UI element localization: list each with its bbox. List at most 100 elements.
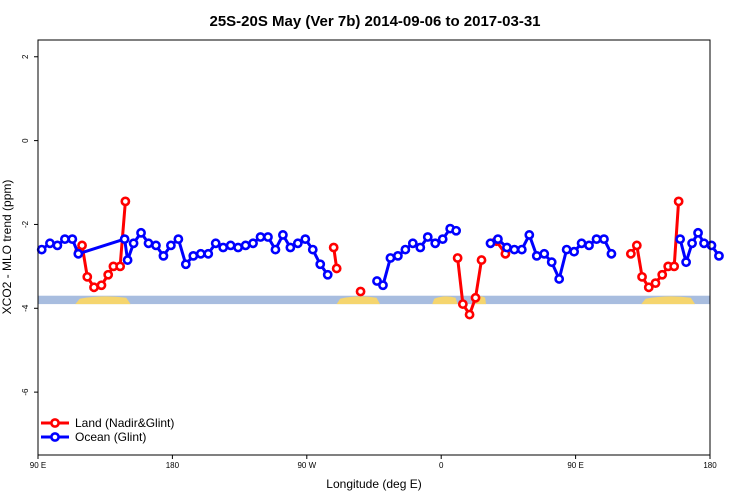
ocean-point-0-3 xyxy=(59,234,70,245)
ocean-point-0-24 xyxy=(248,238,258,249)
land-point-0-8 xyxy=(120,196,131,207)
land-point-3-1 xyxy=(457,299,468,309)
ocean-point-0-28 xyxy=(278,230,288,240)
land-point-5-4 xyxy=(650,278,661,289)
land-band-2 xyxy=(432,296,458,305)
land-point-5-8 xyxy=(673,196,684,207)
ocean-point-1-1 xyxy=(378,280,388,291)
land-point-5-7 xyxy=(669,261,680,272)
y-tick-label-2: -2 xyxy=(21,220,30,228)
ocean-point-0-13 xyxy=(166,240,176,251)
land-point-0-2 xyxy=(82,271,93,282)
x-axis-label: Longitude (deg E) xyxy=(326,477,421,491)
ocean-point-1-8 xyxy=(430,238,441,249)
ocean-point-2-6 xyxy=(531,250,542,261)
ocean-point-2-15 xyxy=(599,234,609,245)
ocean-point-0-29 xyxy=(285,242,296,253)
legend-marker-0 xyxy=(50,418,60,428)
legend: Land (Nadir&Glint)Ocean (Glint) xyxy=(41,416,174,444)
ocean-point-0-30 xyxy=(292,238,303,249)
ocean-point-3-4 xyxy=(699,238,709,249)
land-point-5-2 xyxy=(637,271,647,282)
ocean-point-0-9 xyxy=(136,227,146,238)
ocean-point-2-13 xyxy=(584,240,594,251)
ocean-point-3-0 xyxy=(675,234,686,245)
land-point-3-0 xyxy=(452,253,463,263)
land-point-5-3 xyxy=(643,282,654,293)
ocean-point-2-7 xyxy=(539,248,550,259)
plot-area xyxy=(36,196,724,320)
ocean-point-2-5 xyxy=(524,230,535,240)
ocean-point-1-11 xyxy=(451,225,462,236)
ocean-point-1-6 xyxy=(415,242,426,253)
ocean-point-2-10 xyxy=(561,244,572,255)
x-tick-label-2: 90 W xyxy=(297,461,316,470)
ocean-point-0-20 xyxy=(218,242,229,253)
ocean-point-1-4 xyxy=(400,244,411,255)
ocean-point-2-2 xyxy=(502,242,512,253)
ocean-point-1-2 xyxy=(385,253,396,263)
y-axis: 2 0 -2 -4 -6 xyxy=(21,54,38,396)
ocean-point-0-16 xyxy=(188,250,199,261)
ocean-point-0-31 xyxy=(300,234,311,245)
land-point-0-7 xyxy=(115,261,126,272)
ocean-point-0-22 xyxy=(233,242,244,253)
land-point-5-0 xyxy=(625,248,636,259)
x-tick-label-5: 180 xyxy=(703,461,717,470)
ocean-point-0-32 xyxy=(307,244,318,255)
ocean-point-1-5 xyxy=(407,238,418,249)
y-tick-label-3: -4 xyxy=(21,304,30,312)
land-point-3-4 xyxy=(476,255,487,265)
land-point-0-4 xyxy=(96,280,107,291)
ocean-point-2-16 xyxy=(606,248,617,259)
ocean-point-3-6 xyxy=(714,250,724,261)
series-layer xyxy=(36,196,724,320)
land-point-1-1 xyxy=(331,263,342,274)
x-tick-label-0: 90 E xyxy=(30,461,46,470)
x-tick-label-1: 180 xyxy=(166,461,180,470)
ocean-point-1-9 xyxy=(437,234,448,245)
ocean-point-1-3 xyxy=(392,250,403,261)
ocean-point-0-2 xyxy=(52,240,63,251)
land-point-1-0 xyxy=(328,242,339,253)
ocean-point-0-0 xyxy=(36,244,47,255)
land-point-5-5 xyxy=(657,269,668,280)
ocean-point-2-11 xyxy=(569,246,580,257)
ocean-point-0-12 xyxy=(158,250,169,261)
ocean-point-0-4 xyxy=(67,234,78,245)
y-tick-label-1: 0 xyxy=(21,138,30,143)
ocean-point-0-27 xyxy=(270,244,281,255)
land-point-2-0 xyxy=(355,286,366,297)
land-band-0 xyxy=(75,296,131,305)
ocean-point-3-3 xyxy=(693,227,703,238)
ocean-point-0-21 xyxy=(225,240,236,251)
y-tick-label-0: 2 xyxy=(21,54,30,59)
ocean-point-0-18 xyxy=(203,248,214,259)
ocean-point-3-2 xyxy=(687,238,697,249)
ocean-point-1-7 xyxy=(422,232,433,242)
x-axis: 90 E 180 90 W 0 90 E 180 xyxy=(30,455,717,470)
x-tick-label-4: 90 E xyxy=(567,461,583,470)
land-point-0-3 xyxy=(89,282,99,293)
land-point-3-2 xyxy=(464,309,475,320)
ocean-point-0-25 xyxy=(255,232,266,242)
ocean-point-2-9 xyxy=(554,274,565,284)
x-tick-label-3: 0 xyxy=(439,461,444,470)
legend-marker-1 xyxy=(50,432,60,442)
ocean-point-0-8 xyxy=(128,238,139,249)
ocean-point-0-33 xyxy=(315,259,326,270)
ocean-point-3-1 xyxy=(681,257,692,268)
ocean-point-0-14 xyxy=(173,234,184,245)
ocean-point-2-4 xyxy=(516,244,527,255)
land-point-0-1 xyxy=(77,240,87,251)
ocean-point-0-34 xyxy=(322,269,333,280)
ocean-point-0-7 xyxy=(122,255,133,265)
land-point-0-5 xyxy=(103,269,114,280)
legend-label-1: Ocean (Glint) xyxy=(75,430,146,444)
ocean-point-0-23 xyxy=(240,240,251,251)
ocean-point-2-3 xyxy=(509,244,520,255)
land-band-4 xyxy=(641,296,696,305)
ocean-point-2-14 xyxy=(591,234,602,245)
ocean-point-2-8 xyxy=(546,257,557,268)
